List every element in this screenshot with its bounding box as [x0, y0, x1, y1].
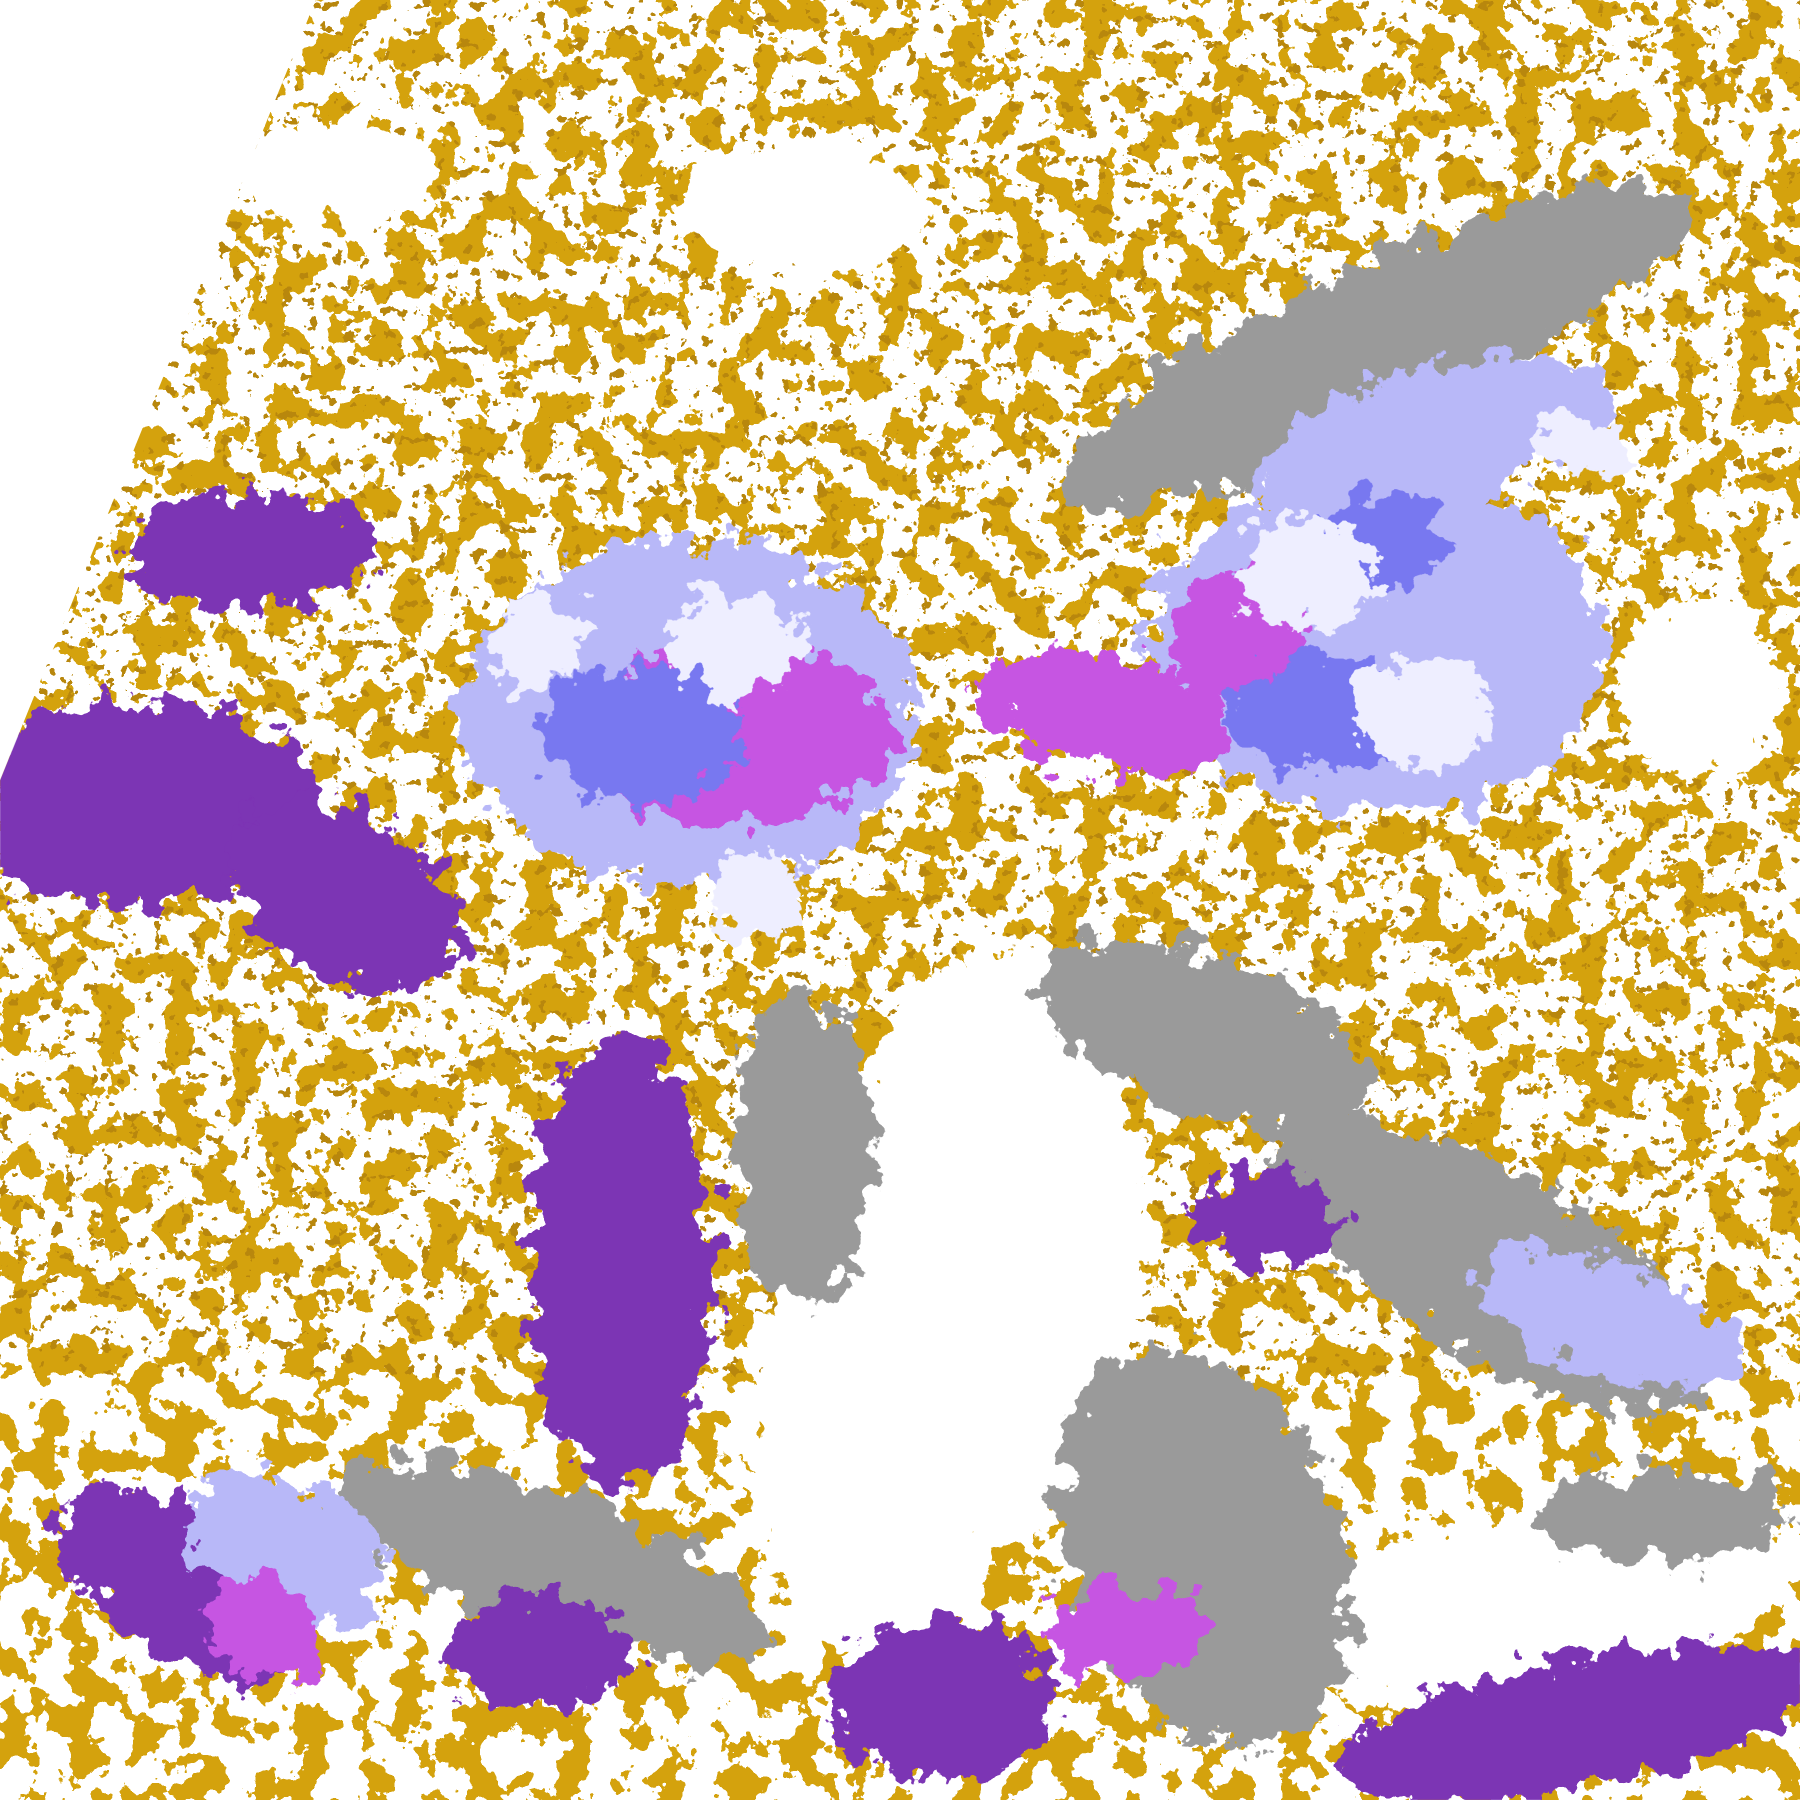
cloud-region: [1335, 1645, 1800, 1799]
cloud-region: [539, 665, 747, 804]
cloud-region: [665, 591, 804, 695]
cloud-region: [977, 651, 1227, 773]
cloud-region: [826, 1618, 1057, 1780]
cloud-region: [493, 591, 586, 695]
cloud-region: [203, 1573, 325, 1687]
cloud-region: [1618, 596, 1780, 781]
cloud-region: [1182, 1170, 1344, 1263]
cloud-region: [1256, 354, 1614, 518]
cloud-region: [1538, 1469, 1791, 1562]
cloud-region: [746, 1205, 999, 1665]
cloud-region: [1476, 1248, 1739, 1392]
cloud-region: [126, 493, 379, 609]
cloud-region: [1041, 937, 1370, 1129]
cloud-region: [227, 801, 461, 990]
cloud-region: [1239, 516, 1378, 632]
pale-core-layer: [493, 419, 1631, 942]
cloud-region: [333, 1459, 769, 1663]
cloud-region: [711, 849, 804, 942]
purple-layer: [0, 493, 1800, 1799]
cloud-region: [734, 987, 873, 1309]
cloud-region: [528, 1033, 712, 1493]
cloud-region: [1063, 181, 1692, 508]
cloud-region: [1354, 654, 1493, 770]
cloud-region: [1538, 419, 1631, 477]
cloud-region: [677, 137, 930, 276]
cloud-region: [241, 114, 448, 230]
cloud-region: [447, 1595, 632, 1711]
cloud-region: [1044, 1584, 1206, 1677]
